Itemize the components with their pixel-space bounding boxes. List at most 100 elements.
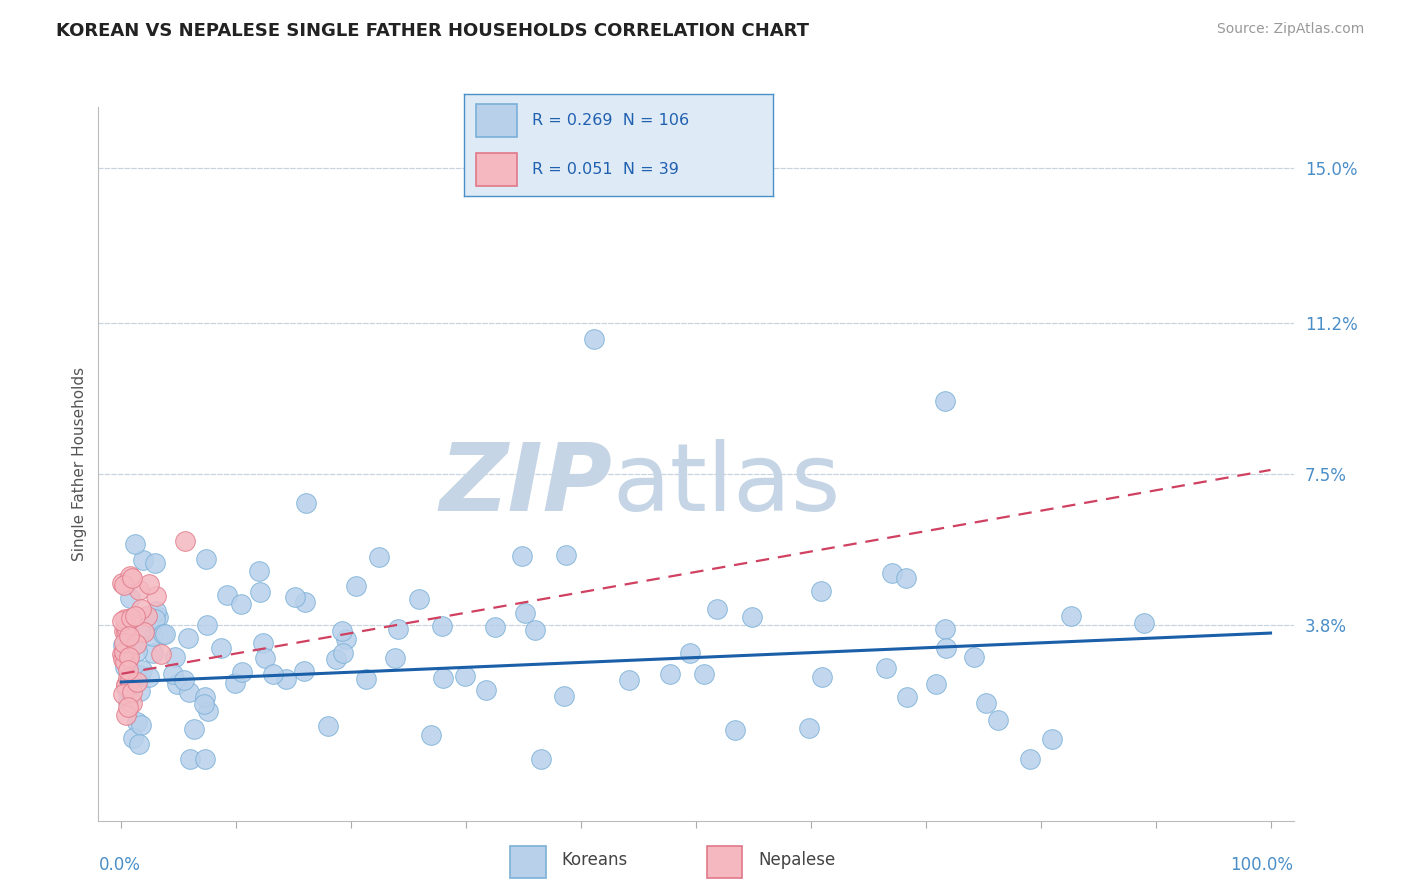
Point <box>1059 608 1081 623</box>
Point <box>131 717 153 731</box>
Point <box>112 577 135 591</box>
Point <box>143 612 166 626</box>
Point <box>177 685 200 699</box>
Point <box>974 697 997 711</box>
Point <box>274 672 297 686</box>
Point <box>659 667 682 681</box>
Point <box>138 670 160 684</box>
Point <box>354 672 377 686</box>
Point <box>117 649 139 664</box>
Point <box>125 644 148 658</box>
Point <box>408 591 430 606</box>
Point <box>247 564 270 578</box>
Point <box>432 671 454 685</box>
Point <box>121 684 143 698</box>
Point <box>115 678 138 692</box>
Point <box>145 590 167 604</box>
Point <box>262 667 284 681</box>
Point <box>194 752 217 766</box>
Point <box>582 333 605 347</box>
Point <box>162 667 184 681</box>
Point <box>122 731 145 746</box>
Point <box>118 629 141 643</box>
Point <box>115 707 138 722</box>
Point <box>124 537 146 551</box>
FancyBboxPatch shape <box>707 846 742 878</box>
Point <box>146 610 169 624</box>
Point <box>811 670 834 684</box>
Point <box>934 393 956 408</box>
Point <box>454 669 477 683</box>
Text: Koreans: Koreans <box>561 851 627 870</box>
Point <box>120 673 142 687</box>
Point <box>335 632 357 646</box>
Text: 0.0%: 0.0% <box>98 856 141 874</box>
Point <box>129 684 152 698</box>
Point <box>131 664 153 678</box>
Point <box>153 627 176 641</box>
Point <box>963 649 986 664</box>
Point <box>799 722 821 736</box>
Point <box>114 650 136 665</box>
Point <box>125 674 148 689</box>
Point <box>115 624 138 639</box>
Point <box>284 590 307 604</box>
Point <box>193 698 215 712</box>
Point <box>114 655 136 669</box>
Point <box>117 663 139 677</box>
Point <box>114 681 136 695</box>
Point <box>987 713 1010 727</box>
Point <box>124 609 146 624</box>
Point <box>142 646 165 660</box>
Point <box>143 556 166 570</box>
Point <box>121 571 143 585</box>
Point <box>384 651 406 665</box>
Point <box>292 665 315 679</box>
Point <box>896 690 918 705</box>
Point <box>529 752 551 766</box>
Text: atlas: atlas <box>612 439 841 532</box>
Point <box>318 719 340 733</box>
Point <box>120 610 142 624</box>
Point <box>896 571 918 585</box>
Point <box>875 660 897 674</box>
Point <box>128 625 150 640</box>
Point <box>138 576 160 591</box>
Point <box>177 631 200 645</box>
Point <box>254 651 277 665</box>
Point <box>142 629 165 643</box>
Point <box>553 690 575 704</box>
Point <box>880 566 903 580</box>
Point <box>368 549 391 564</box>
Point <box>115 631 138 645</box>
Point <box>111 648 134 662</box>
Point <box>515 606 537 620</box>
Point <box>112 624 135 638</box>
Point <box>1040 731 1063 746</box>
Point <box>197 617 219 632</box>
Point <box>432 619 454 633</box>
Text: ZIP: ZIP <box>440 439 612 532</box>
Point <box>136 608 159 623</box>
Point <box>420 728 443 742</box>
Text: Source: ZipAtlas.com: Source: ZipAtlas.com <box>1216 22 1364 37</box>
Point <box>166 677 188 691</box>
Point <box>179 752 201 766</box>
Point <box>197 704 219 718</box>
Point <box>194 552 217 566</box>
Point <box>114 636 136 650</box>
Point <box>330 624 353 639</box>
Point <box>387 623 409 637</box>
Point <box>1132 616 1154 631</box>
Point <box>114 612 136 626</box>
Point <box>118 591 141 605</box>
Text: 100.0%: 100.0% <box>1230 856 1294 874</box>
Point <box>117 700 139 714</box>
Point <box>706 602 728 616</box>
Point <box>173 673 195 687</box>
Point <box>173 533 195 548</box>
Point <box>484 620 506 634</box>
Point <box>117 694 139 708</box>
Point <box>554 548 576 562</box>
Point <box>741 609 763 624</box>
